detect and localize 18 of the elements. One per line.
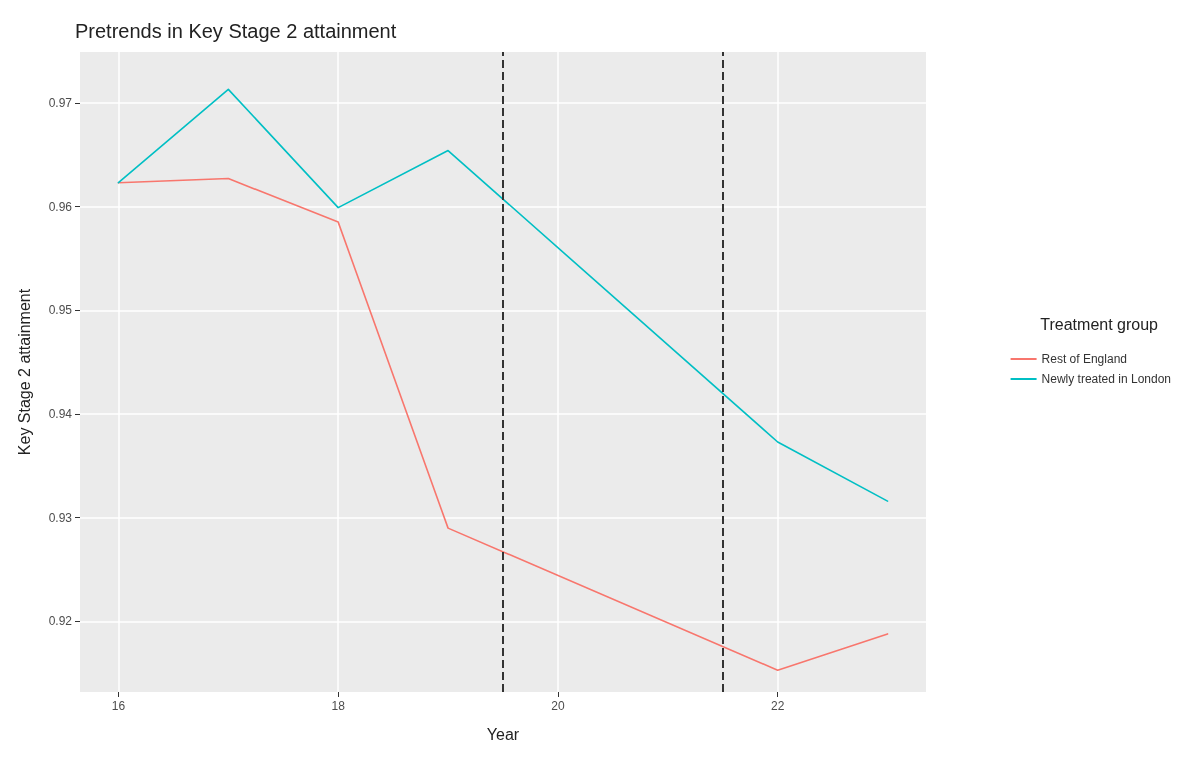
y-axis-title: Key Stage 2 attainment	[15, 288, 33, 456]
x-axis-title: Year	[486, 725, 520, 743]
y-tick-label: 0.96	[48, 199, 73, 214]
y-tick-label: 0.92	[48, 614, 73, 629]
y-tick-label: 0.94	[48, 407, 73, 422]
x-tick-label: 20	[551, 699, 565, 713]
line-series	[117, 177, 889, 672]
x-tick-label: 22	[771, 699, 785, 713]
y-tick-label: 0.97	[48, 95, 73, 110]
line-series	[117, 88, 889, 502]
x-tick-label: 18	[331, 699, 346, 713]
chart-title: Pretrends in Key Stage 2 attainment	[75, 20, 397, 42]
y-tick-label: 0.93	[48, 510, 73, 525]
y-tick-label: 0.95	[48, 303, 73, 318]
x-tick-label: 16	[111, 699, 126, 713]
legend-label: Rest of England	[1041, 352, 1127, 366]
legend-title: Treatment group	[1040, 315, 1159, 333]
legend-label: Newly treated in London	[1041, 372, 1172, 386]
